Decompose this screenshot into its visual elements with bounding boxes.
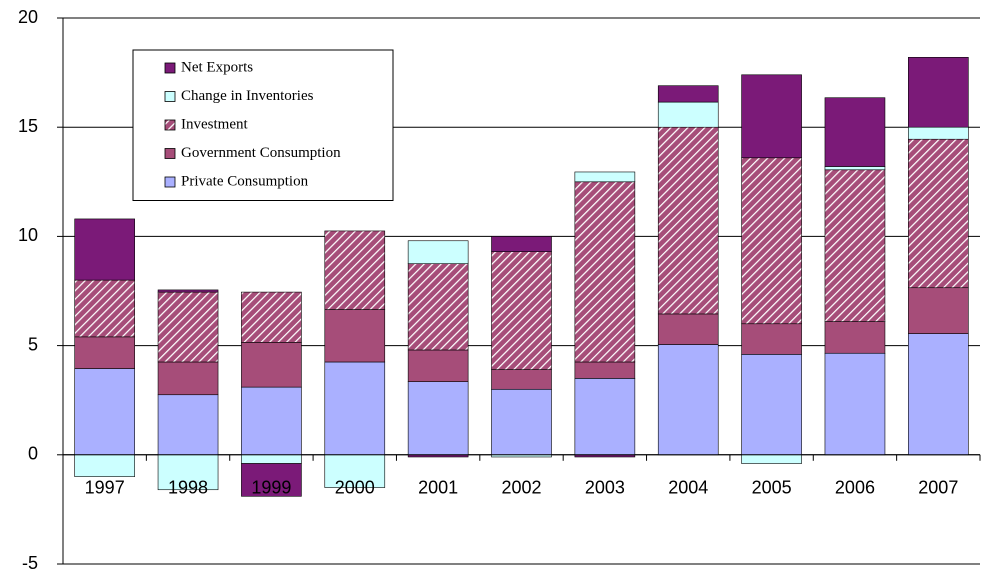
bar-segment — [908, 138, 969, 289]
bar-segment — [241, 463, 302, 497]
bar-segment — [241, 454, 302, 464]
legend-swatch — [164, 91, 176, 102]
bar-segment — [157, 291, 219, 363]
y-tick-label: 5 — [28, 334, 38, 354]
x-tick-label: 2000 — [335, 478, 375, 498]
bar-segment — [908, 126, 969, 140]
bar-segment — [741, 454, 802, 464]
x-tick-label: 1999 — [251, 478, 291, 498]
legend-swatch — [164, 119, 176, 131]
legend-swatch — [164, 148, 176, 159]
bar-segment — [824, 169, 886, 322]
y-tick-label: -5 — [22, 553, 38, 573]
bar-segment — [741, 157, 802, 325]
bar-segment — [908, 287, 969, 334]
bar-segment — [74, 279, 135, 338]
bar-segment — [574, 171, 636, 183]
bar-segment — [74, 336, 135, 369]
legend-box — [132, 49, 394, 201]
bar-segment — [241, 342, 302, 388]
bar-segment — [908, 57, 969, 128]
bar-segment — [657, 101, 719, 128]
bar-segment — [657, 313, 719, 345]
bar-segment — [324, 309, 386, 363]
legend-label: Change in Inventories — [181, 88, 314, 104]
bar-segment — [741, 323, 802, 355]
x-tick-label: 1997 — [85, 478, 125, 498]
bar-segment — [824, 352, 886, 456]
bar-segment — [324, 230, 386, 310]
bar-segment — [491, 388, 552, 456]
bar-segment — [157, 454, 219, 491]
bar-segment — [491, 369, 552, 390]
y-tick-label: 0 — [28, 444, 38, 464]
bar-segment — [157, 394, 219, 456]
bar-segment — [657, 126, 719, 315]
bar-segment — [824, 166, 886, 171]
bar-segment — [491, 251, 552, 370]
legend-label: Private Consumption — [181, 173, 309, 189]
bar-segment — [908, 333, 969, 456]
bar-segment — [74, 368, 135, 456]
bar-segment — [574, 378, 636, 456]
bar-segment — [407, 349, 469, 382]
x-tick-label: 2003 — [585, 478, 625, 498]
legend-label: Net Exports — [181, 59, 253, 75]
bar-segment — [657, 344, 719, 456]
bar-segment — [741, 74, 802, 159]
bar-segment — [741, 354, 802, 456]
y-tick-label: 15 — [18, 116, 38, 136]
legend-label: Government Consumption — [181, 145, 341, 161]
legend-swatch — [164, 62, 176, 74]
legend-swatch — [164, 176, 176, 188]
bar-segment — [491, 236, 552, 252]
bar-segment — [824, 97, 886, 167]
bar-segment — [324, 454, 386, 488]
bar-segment — [407, 381, 469, 456]
bar-segment — [574, 361, 636, 379]
bar-segment — [657, 85, 719, 103]
bar-segment — [407, 240, 469, 265]
bar-segment — [241, 386, 302, 456]
bar-segment — [74, 218, 135, 281]
bar-segment — [824, 321, 886, 354]
x-tick-label: 2002 — [501, 478, 541, 498]
x-tick-label: 2001 — [418, 478, 458, 498]
x-tick-label: 2007 — [918, 478, 958, 498]
x-tick-label: 2006 — [835, 478, 875, 498]
legend-label: Investment — [181, 116, 248, 132]
x-tick-label: 1998 — [168, 478, 208, 498]
y-tick-label: 10 — [18, 225, 38, 245]
x-tick-label: 2005 — [752, 478, 792, 498]
bar-segment — [157, 289, 219, 293]
bar-segment — [74, 454, 135, 477]
bar-segment — [324, 361, 386, 456]
y-tick-label: 20 — [18, 7, 38, 27]
bar-segment — [157, 361, 219, 396]
bar-segment — [574, 181, 636, 363]
bar-segment — [241, 291, 302, 343]
bar-segment — [407, 263, 469, 351]
x-tick-label: 2004 — [668, 478, 708, 498]
